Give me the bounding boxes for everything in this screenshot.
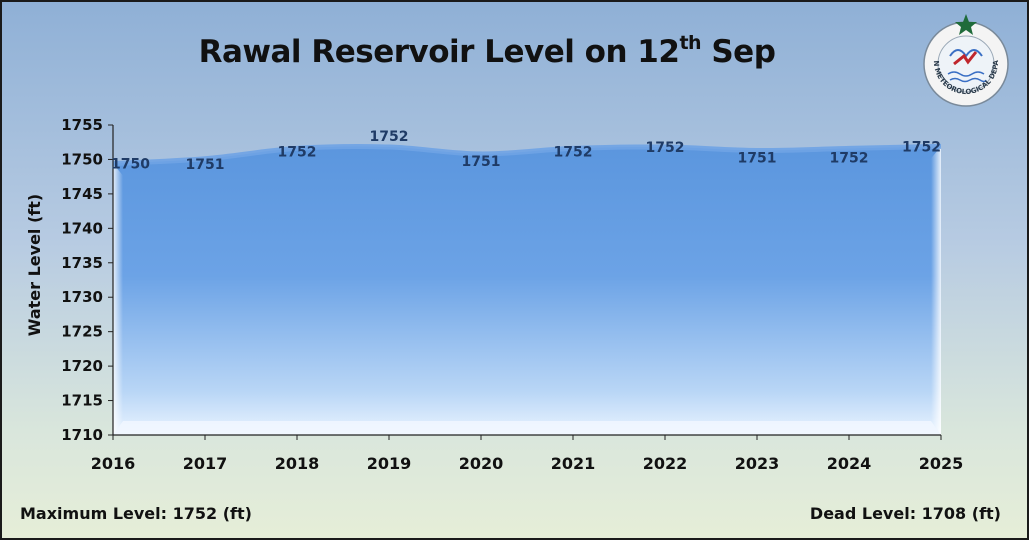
data-label: 1751 [462, 154, 501, 170]
x-tick-label: 2019 [367, 454, 412, 473]
x-tick-label: 2025 [919, 454, 964, 473]
data-label: 1752 [646, 140, 685, 156]
dead-level-note: Dead Level: 1708 (ft) [809, 504, 1001, 523]
area-right-bevel [931, 146, 941, 435]
y-tick-label: 1710 [61, 426, 103, 444]
data-label: 1751 [186, 157, 225, 173]
data-label: 1752 [278, 144, 317, 160]
max-level-note: Maximum Level: 1752 (ft) [20, 504, 252, 523]
x-tick-label: 2016 [91, 454, 136, 473]
y-tick-label: 1735 [61, 254, 103, 272]
x-tick-label: 2022 [643, 454, 688, 473]
y-tick-label: 1745 [61, 185, 103, 203]
x-tick-label: 2023 [735, 454, 780, 473]
chart-title: Rawal Reservoir Level on 12th Sep [198, 32, 776, 70]
y-axis-title: Water Level (ft) [25, 193, 44, 337]
x-tick-label: 2017 [183, 454, 228, 473]
y-tick-label: 1725 [61, 323, 103, 341]
area-top-line [112, 143, 942, 167]
x-tick-label: 2021 [551, 454, 596, 473]
area-left-bevel [113, 163, 123, 436]
pmd-logo-icon: PAKISTAN METEOROLOGICAL DEPARTMENT [920, 12, 1009, 107]
x-tick-label: 2020 [459, 454, 504, 473]
data-label: 1752 [902, 139, 941, 155]
data-label: 1750 [111, 157, 150, 173]
y-tick-label: 1750 [61, 150, 103, 168]
data-label: 1752 [370, 129, 409, 145]
data-label: 1751 [738, 150, 777, 166]
y-tick-label: 1740 [61, 219, 103, 237]
data-label: 1752 [554, 144, 593, 160]
y-tick-label: 1715 [61, 392, 103, 410]
data-label: 1752 [830, 150, 869, 166]
y-tick-label: 1730 [61, 288, 103, 306]
area-bottom-bevel [113, 421, 941, 435]
x-tick-label: 2018 [275, 454, 320, 473]
y-tick-label: 1755 [61, 116, 103, 134]
x-tick-label: 2024 [827, 454, 872, 473]
y-tick-label: 1720 [61, 357, 103, 375]
area-series [113, 146, 941, 435]
